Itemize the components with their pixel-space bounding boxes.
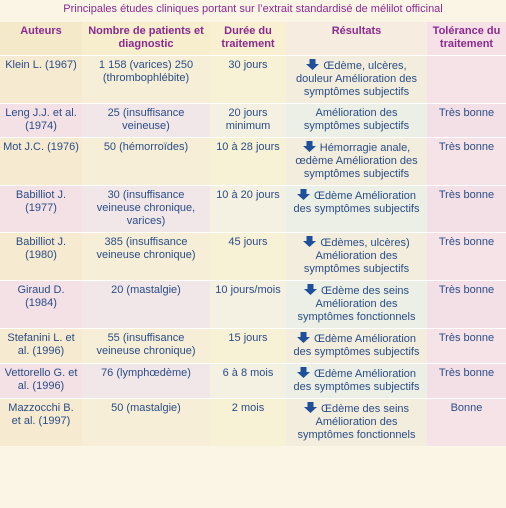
cell-patients: 55 (insuffisance veineuse chronique)	[82, 328, 210, 364]
cell-resultats: Œdème Amélioration des symptômes subject…	[286, 185, 427, 233]
down-arrow-icon	[306, 59, 320, 70]
cell-patients: 50 (mastalgie)	[82, 398, 210, 446]
down-arrow-icon	[302, 141, 316, 152]
cell-duree: 2 mois	[210, 398, 286, 446]
cell-duree: 10 jours/mois	[210, 280, 286, 329]
resultats-text: Œdème Amélioration des symptômes subject…	[293, 368, 420, 393]
cell-auteurs: Vettorello G. et al. (1996)	[0, 363, 82, 399]
cell-auteurs: Babilliot J. (1980)	[0, 232, 82, 281]
cell-patients: 20 (mastalgie)	[82, 280, 210, 329]
table-body: Klein L. (1967) 1 158 (varices) 250 (thro…	[0, 55, 506, 446]
cell-resultats: Amélioration des symptômes subjectifs	[286, 103, 427, 138]
cell-patients: 385 (insuffisance veineuse chronique)	[82, 232, 210, 281]
cell-resultats: Œdème Amélioration des symptômes subject…	[286, 363, 427, 399]
cell-tolerance: Très bonne	[427, 232, 506, 281]
cell-resultats: Œdème, ulcères, douleur Amélioration des…	[286, 55, 427, 104]
cell-duree: 15 jours	[210, 328, 286, 364]
resultats-text: Hémorragie anale, œdème Amélioration des…	[295, 142, 418, 180]
table-row: Stefanini L. et al. (1996) 55 (insuffisan…	[0, 328, 506, 364]
header-row: Auteurs Nombre de patients et diagnostic…	[0, 22, 506, 56]
cell-tolerance: Très bonne	[427, 103, 506, 138]
down-arrow-icon	[296, 189, 310, 200]
table-row: Babilliot J. (1980) 385 (insuffisance vei…	[0, 232, 506, 281]
table-row: Klein L. (1967) 1 158 (varices) 250 (thro…	[0, 55, 506, 104]
cell-duree: 30 jours	[210, 55, 286, 104]
cell-tolerance: Très bonne	[427, 185, 506, 233]
header-duree: Durée du traitement	[210, 22, 286, 56]
cell-duree: 20 jours minimum	[210, 103, 286, 138]
resultats-text: Œdème Amélioration des symptômes subject…	[293, 190, 420, 215]
cell-resultats: Œdème Amélioration des symptômes subject…	[286, 328, 427, 364]
cell-tolerance	[427, 55, 506, 104]
cell-patients: 30 (insuffisance veineuse chronique, var…	[82, 185, 210, 233]
down-arrow-icon	[296, 332, 310, 343]
table-row: Giraud D. (1984) 20 (mastalgie) 10 jours/m…	[0, 280, 506, 329]
cell-resultats: Hémorragie anale, œdème Amélioration des…	[286, 137, 427, 186]
table-row: Babilliot J. (1977) 30 (insuffisance vein…	[0, 185, 506, 233]
cell-tolerance: Très bonne	[427, 328, 506, 364]
cell-tolerance: Bonne	[427, 398, 506, 446]
cell-patients: 25 (insuffisance veineuse)	[82, 103, 210, 138]
resultats-text: Œdème des seins Amélioration des symptôm…	[297, 403, 416, 441]
resultats-text: Œdème Amélioration des symptômes subject…	[293, 333, 420, 358]
table-row: Mazzocchi B. et al. (1997) 50 (mastalgie)…	[0, 398, 506, 446]
header-resultats: Résultats	[286, 22, 427, 56]
cell-auteurs: Mazzocchi B. et al. (1997)	[0, 398, 82, 446]
resultats-text: Œdèmes, ulcères) Amélioration des symptô…	[303, 237, 410, 275]
header-auteurs: Auteurs	[0, 22, 82, 56]
down-arrow-icon	[303, 284, 317, 295]
cell-resultats: Œdème des seins Amélioration des symptôm…	[286, 280, 427, 329]
header-patients: Nombre de patients et diagnostic	[82, 22, 210, 56]
cell-auteurs: Stefanini L. et al. (1996)	[0, 328, 82, 364]
resultats-text: Œdème, ulcères, douleur Amélioration des…	[295, 60, 418, 98]
cell-resultats: Œdème des seins Amélioration des symptôm…	[286, 398, 427, 446]
cell-tolerance: Très bonne	[427, 280, 506, 329]
cell-auteurs: Mot J.C. (1976)	[0, 137, 82, 186]
cell-auteurs: Klein L. (1967)	[0, 55, 82, 104]
down-arrow-icon	[303, 236, 317, 247]
cell-duree: 6 à 8 mois	[210, 363, 286, 399]
cell-patients: 50 (hémorroïdes)	[82, 137, 210, 186]
resultats-text: Œdème des seins Amélioration des symptôm…	[297, 285, 416, 323]
cell-duree: 10 à 28 jours	[210, 137, 286, 186]
cell-duree: 10 à 20 jours	[210, 185, 286, 233]
table-row: Leng J.J. et al. (1974) 25 (insuffisance …	[0, 103, 506, 138]
cell-duree: 45 jours	[210, 232, 286, 281]
cell-tolerance: Très bonne	[427, 363, 506, 399]
table-title: Principales études cliniques portant sur…	[63, 3, 443, 15]
clinical-studies-table: Auteurs Nombre de patients et diagnostic…	[0, 22, 506, 446]
table-row: Vettorello G. et al. (1996) 76 (lymphœdèm…	[0, 363, 506, 399]
cell-patients: 1 158 (varices) 250 (thrombophlébite)	[82, 55, 210, 104]
header-tolerance: Tolérance du traitement	[427, 22, 506, 56]
table-row: Mot J.C. (1976) 50 (hémorroïdes) 10 à 28 j…	[0, 137, 506, 186]
cell-auteurs: Babilliot J. (1977)	[0, 185, 82, 233]
cell-resultats: Œdèmes, ulcères) Amélioration des symptô…	[286, 232, 427, 281]
cell-auteurs: Leng J.J. et al. (1974)	[0, 103, 82, 138]
cell-tolerance: Très bonne	[427, 137, 506, 186]
cell-patients: 76 (lymphœdème)	[82, 363, 210, 399]
down-arrow-icon	[303, 402, 317, 413]
down-arrow-icon	[296, 367, 310, 378]
cell-auteurs: Giraud D. (1984)	[0, 280, 82, 329]
resultats-text: Amélioration des symptômes subjectifs	[303, 107, 410, 132]
